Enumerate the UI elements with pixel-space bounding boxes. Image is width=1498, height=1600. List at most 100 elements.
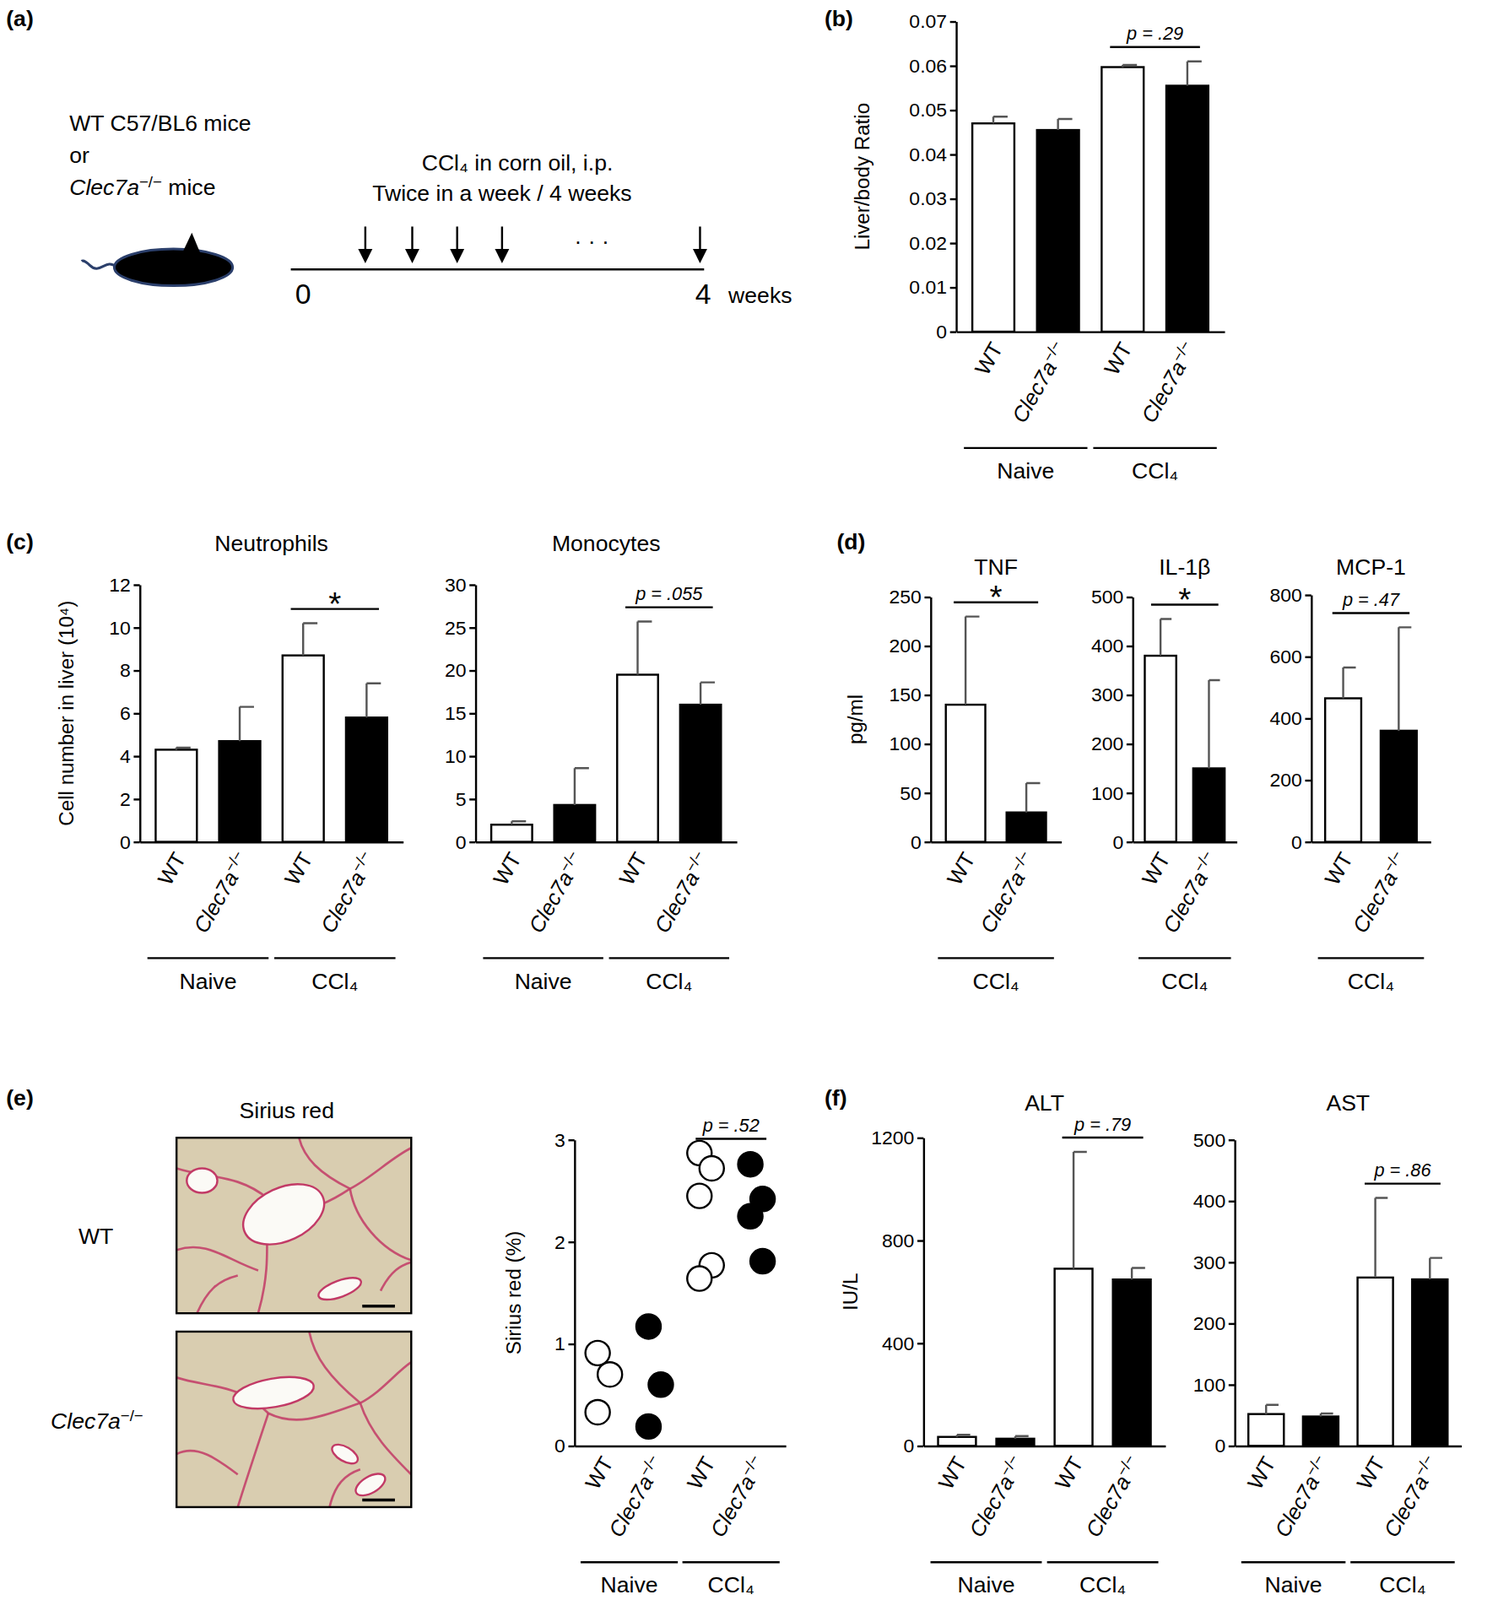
micrograph-title: Sirius red: [239, 1097, 335, 1124]
x-axis-line: [1235, 1445, 1462, 1448]
bar: [616, 675, 658, 843]
x-tick: Clec7a−/−: [187, 842, 254, 938]
y-tick-label: 0.01: [908, 275, 947, 298]
x-tick: Clec7a−/−: [648, 842, 714, 938]
error-bar: [302, 623, 318, 656]
bar: [554, 805, 595, 843]
x-tick: WT: [933, 1445, 971, 1493]
error-bar: [1058, 118, 1073, 130]
error-bar: [965, 616, 979, 705]
x-tick: WT: [614, 842, 652, 890]
error-bar-stem: [1025, 783, 1028, 813]
y-tick-label: 300: [1091, 683, 1124, 706]
point-circle: [648, 1372, 673, 1397]
error-bar: [1343, 667, 1357, 699]
collagen-fiber: [176, 1450, 238, 1475]
y-axis-line: [1233, 1140, 1236, 1447]
text-part: Clec7a: [649, 867, 704, 937]
error-bar: [700, 682, 715, 705]
y-tick: 800: [881, 1229, 924, 1252]
x-tick-label: Clec7a−/−: [522, 847, 589, 937]
y-tick: 0: [935, 320, 957, 343]
chart-bar: 00.010.020.030.040.050.060.07WTClec7a−/−…: [850, 10, 1225, 484]
group-label: CCl₄: [1347, 968, 1395, 995]
micrograph-row-label: WT: [78, 1223, 114, 1250]
x-tick: WT: [1050, 1445, 1088, 1493]
group-label: CCl₄: [1161, 968, 1208, 995]
group-label: Naive: [600, 1572, 659, 1598]
error-bar: [957, 1434, 971, 1437]
marks: [938, 1151, 1152, 1446]
y-tick-label: 400: [1270, 707, 1303, 730]
error-bar: [1429, 1258, 1443, 1280]
y-tick-label: 3: [554, 1129, 566, 1152]
y-tick-mark: [469, 584, 476, 586]
y-tick: 200: [1193, 1312, 1235, 1335]
vessel: [186, 1168, 217, 1193]
y-axis-title: pg/ml: [843, 694, 867, 745]
text-part: Clec7a: [964, 1470, 1019, 1541]
collagen-fiber: [176, 1247, 259, 1271]
y-tick-mark: [924, 645, 931, 648]
mouse-body: [113, 248, 233, 287]
error-bar-cap: [1187, 59, 1202, 62]
text-part: Clec7a: [1347, 867, 1402, 937]
y-tick: 0.07: [908, 10, 957, 33]
error-bar-stem: [1186, 61, 1189, 87]
point-circle: [738, 1151, 763, 1177]
x-tick: Clec7a−/−: [1005, 331, 1072, 428]
x-tick-label: WT: [933, 1452, 971, 1493]
significance-label: p = .79: [1073, 1114, 1131, 1136]
group-label: Naive: [1265, 1572, 1323, 1598]
bar: [938, 1437, 977, 1447]
y-tick-label: 50: [899, 781, 922, 804]
y-tick: 15: [444, 702, 476, 725]
x-tick: WT: [152, 842, 190, 890]
y-tick-mark: [567, 1241, 574, 1244]
point-circle: [738, 1204, 763, 1229]
y-tick-mark: [1126, 841, 1133, 844]
y-tick-label: 1: [554, 1332, 566, 1355]
group-label: CCl₄: [973, 968, 1020, 995]
text-part: Clec7a: [1136, 356, 1191, 427]
timeline: [291, 268, 705, 271]
x-tick: WT: [681, 1445, 720, 1493]
error-bar-cap: [1398, 626, 1412, 628]
y-tick-mark: [133, 670, 140, 672]
point-circle: [699, 1156, 725, 1181]
error-bar: [574, 767, 590, 806]
y-tick: 2: [554, 1231, 575, 1254]
error-bar: [1375, 1198, 1389, 1278]
collagen-fiber: [360, 1403, 412, 1476]
treatment-label: CCl₄ in corn oil, i.p.: [421, 150, 614, 176]
error-bar-cap: [1073, 1151, 1087, 1153]
y-tick: 0: [1291, 831, 1312, 854]
injection-arrowhead: [357, 248, 373, 264]
error-bar-cap: [1375, 1196, 1389, 1199]
x-tick-label: Clec7a−/−: [1268, 1451, 1335, 1542]
group-label: Naive: [996, 458, 1055, 484]
group-label: Naive: [514, 968, 573, 995]
group-line: [1350, 1561, 1455, 1563]
error-bar-cap: [957, 1433, 971, 1436]
y-axis-title: IU/L: [838, 1273, 862, 1311]
panel-label: (a): [5, 5, 34, 32]
y-tick-mark: [924, 792, 931, 795]
y-tick-mark: [950, 109, 957, 112]
x-tick-label: Clec7a−/−: [1135, 337, 1201, 428]
error-bar-cap: [1429, 1256, 1443, 1259]
x-axis: WTClec7a−/−: [1133, 842, 1238, 938]
y-tick-mark: [917, 1239, 924, 1242]
timeline-unit: weeks: [727, 282, 792, 309]
error-bar-cap: [366, 681, 381, 684]
error-bar: [239, 707, 255, 742]
y-tick-mark: [469, 798, 476, 801]
y-tick-label: 30: [444, 573, 467, 596]
text-part: Clec7a: [50, 1408, 121, 1434]
collagen-fiber: [380, 1262, 412, 1292]
error-bar-stem: [238, 707, 241, 742]
significance-bracket: [1062, 1136, 1144, 1139]
text-part: Clec7a: [705, 1470, 760, 1541]
y-tick-mark: [469, 670, 476, 672]
micrograph-image: [176, 1331, 412, 1508]
